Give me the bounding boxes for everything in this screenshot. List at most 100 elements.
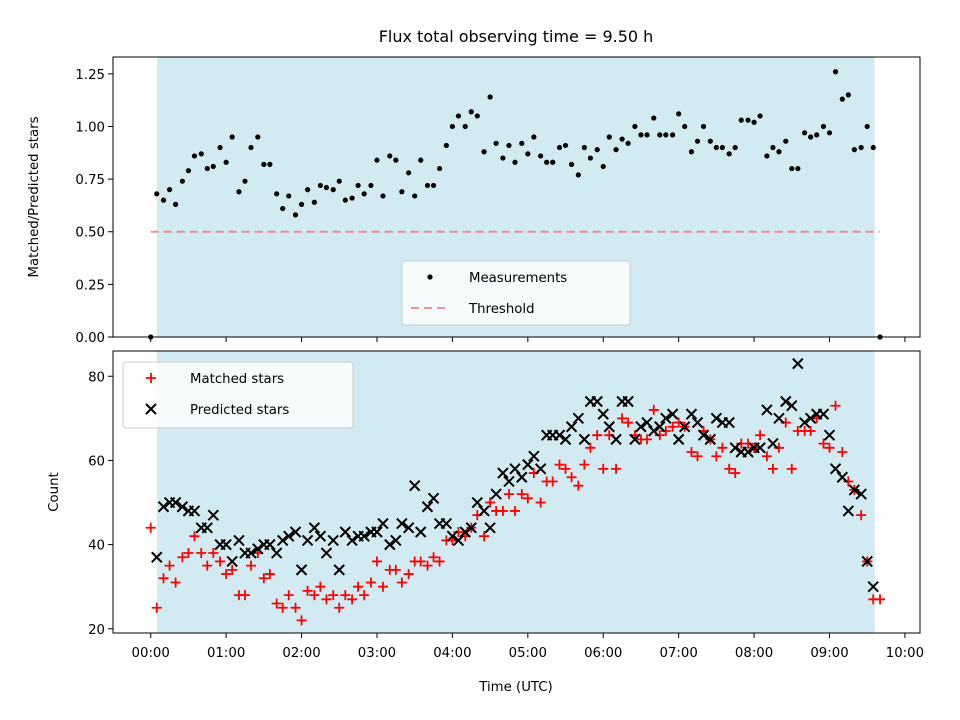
top-measurement-point: [468, 109, 474, 115]
bottom-predicted-point: [754, 442, 766, 454]
top-measurement-point: [663, 132, 669, 138]
bottom-matched-point: [755, 430, 766, 441]
bottom-predicted-point: [610, 433, 622, 446]
bottom-matched-point: [340, 590, 351, 601]
bottom-matched-point: [535, 497, 546, 508]
top-measurement-point: [436, 165, 443, 172]
bottom-matched-point: [283, 590, 294, 601]
top-y-tick-label: 0.50: [75, 226, 105, 241]
bottom-predicted-point: [597, 408, 609, 420]
bottom-predicted-point: [572, 412, 585, 425]
bottom-predicted-point: [301, 534, 314, 547]
bottom-matched-point: [805, 425, 816, 436]
bottom-matched-point: [151, 602, 162, 613]
top-measurement-point: [719, 144, 725, 151]
top-measurement-point: [462, 123, 468, 130]
top-measurement-point: [814, 132, 820, 138]
top-measurement-point: [317, 182, 324, 189]
top-measurement-point: [474, 113, 480, 119]
top-measurement-point: [606, 134, 612, 140]
top-measurement-point: [745, 117, 751, 123]
top-measurement-point: [217, 144, 223, 151]
bottom-matched-point: [730, 468, 741, 479]
bottom-x-tick-label: 05:00: [509, 646, 547, 661]
top-measurement-point: [707, 138, 713, 144]
bottom-matched-point: [623, 417, 634, 428]
top-measurement-point: [613, 147, 619, 153]
top-measurement-point: [393, 157, 399, 163]
top-measurement-point: [858, 144, 864, 151]
top-measurement-point: [487, 94, 493, 100]
bottom-predicted-point: [672, 433, 685, 446]
bottom-panel: 20 40 60 80 00:00 01:00 02:00 03:00 04:00 05:00 06…: [88, 350, 924, 661]
bottom-predicted-point: [685, 408, 698, 420]
bottom-predicted-point: [654, 421, 666, 433]
bottom-predicted-point: [207, 509, 220, 521]
bottom-y-tick-label: 40: [88, 539, 105, 554]
bottom-legend-marker: [145, 403, 157, 415]
top-measurement-point: [399, 189, 405, 195]
bottom-predicted-point: [534, 463, 547, 475]
bottom-matched-point: [856, 510, 867, 521]
bottom-predicted-point: [220, 538, 232, 551]
bottom-predicted-point: [516, 471, 528, 483]
bottom-matched-point: [215, 556, 226, 567]
bottom-matched-point: [767, 463, 778, 474]
top-measurement-point: [280, 205, 286, 212]
bottom-predicted-point: [780, 395, 792, 408]
bottom-matched-point: [673, 417, 684, 428]
bottom-matched-point: [239, 590, 250, 601]
bottom-matched-point: [365, 577, 376, 588]
bottom-axes-frame: [112, 350, 921, 634]
bottom-x-tick-label: 03:00: [358, 646, 396, 661]
top-measurement-point: [770, 144, 776, 151]
bottom-predicted-point: [729, 442, 741, 454]
bottom-x-tick-label: 04:00: [433, 646, 471, 661]
bottom-matched-point: [164, 560, 175, 571]
bottom-x-tick-label: 02:00: [282, 646, 320, 661]
bottom-predicted-point: [252, 543, 264, 555]
bottom-predicted-point: [817, 408, 830, 420]
bottom-predicted-point: [622, 395, 634, 408]
bottom-legend-box: [122, 361, 354, 429]
bottom-matched-point: [434, 556, 445, 567]
bottom-predicted-point: [314, 530, 327, 542]
bottom-matched-point: [290, 602, 301, 613]
bottom-predicted-point: [497, 467, 509, 479]
bottom-matched-point: [415, 556, 426, 567]
top-measurement-point: [870, 144, 876, 151]
top-measurement-point: [424, 182, 431, 189]
bottom-matched-point: [654, 430, 665, 441]
bottom-x-tick-label: 06:00: [584, 646, 622, 661]
bottom-predicted-point: [503, 475, 515, 488]
bottom-predicted-point: [528, 450, 540, 462]
top-measurement-point: [380, 193, 386, 199]
top-measurement-point: [323, 184, 330, 191]
top-measurement-point: [525, 151, 531, 157]
bottom-matched-point: [773, 442, 784, 453]
bottom-matched-point: [667, 421, 678, 432]
top-measurement-point: [493, 140, 499, 146]
bottom-predicted-point: [867, 580, 879, 593]
top-legend-label: Threshold: [468, 302, 535, 317]
bottom-matched-point: [334, 602, 345, 613]
bottom-matched-point: [145, 522, 156, 533]
top-measurement-point: [430, 182, 437, 189]
bottom-matched-point: [522, 493, 533, 504]
bottom-matched-point: [196, 548, 207, 559]
bottom-matched-point: [428, 552, 439, 563]
top-measurement-point: [172, 201, 179, 207]
bottom-matched-point: [246, 560, 257, 571]
bottom-matched-point: [390, 564, 401, 575]
bottom-predicted-point: [861, 555, 873, 568]
top-measurement-point: [336, 178, 342, 184]
bottom-matched-point: [347, 594, 358, 605]
chart-title: Flux total observing time = 9.50 h: [379, 27, 654, 46]
top-measurement-point: [531, 134, 537, 140]
bottom-predicted-point: [151, 551, 163, 563]
top-measurement-point: [361, 191, 367, 197]
bottom-predicted-point: [559, 433, 572, 446]
top-measurement-point: [657, 132, 663, 138]
top-measurement-point: [738, 117, 744, 123]
bottom-predicted-point: [390, 534, 402, 547]
